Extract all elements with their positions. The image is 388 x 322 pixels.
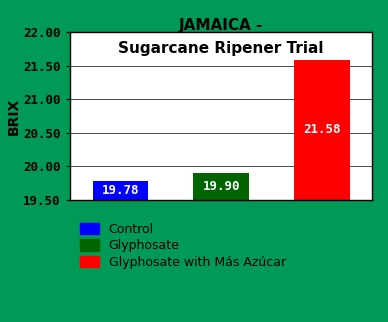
Legend: Control, Glyphosate, Glyphosate with Más Azúcar: Control, Glyphosate, Glyphosate with Más… — [76, 219, 289, 273]
Text: JAMAICA -: JAMAICA - — [179, 18, 263, 33]
Bar — [92, 181, 148, 200]
Y-axis label: BRIX: BRIX — [7, 97, 21, 135]
Text: 19.78: 19.78 — [102, 184, 139, 197]
Bar — [294, 60, 350, 200]
Text: 19.90: 19.90 — [203, 180, 240, 193]
Text: 21.58: 21.58 — [303, 123, 341, 137]
Text: Sugarcane Ripener Trial: Sugarcane Ripener Trial — [118, 41, 324, 56]
Bar — [193, 173, 249, 200]
